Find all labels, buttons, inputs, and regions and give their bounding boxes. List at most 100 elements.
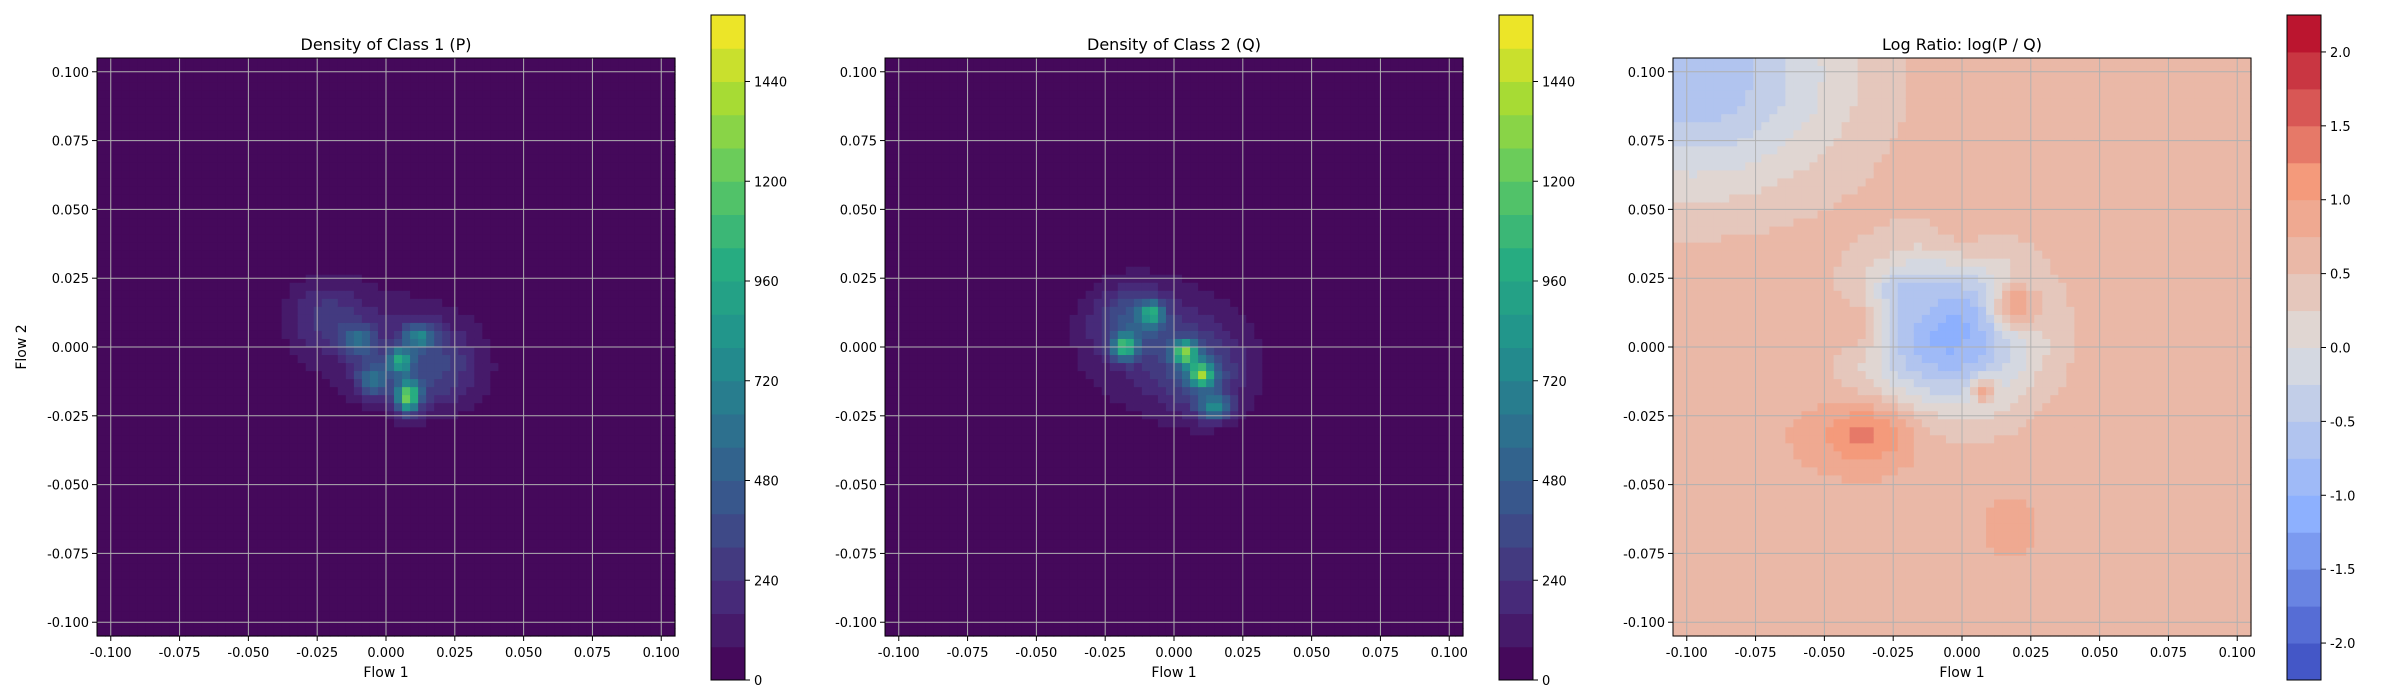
- heatmap-cell: [642, 427, 652, 436]
- heatmap-cell: [337, 154, 347, 163]
- heatmap-cell: [289, 579, 299, 589]
- heatmap-cell: [161, 194, 170, 204]
- heatmap-cell: [386, 306, 395, 316]
- heatmap-cell: [442, 347, 451, 356]
- heatmap-cell: [402, 178, 411, 188]
- heatmap-cell: [562, 274, 572, 284]
- heatmap-cell: [169, 539, 178, 549]
- heatmap-cell: [225, 122, 235, 131]
- heatmap-cell: [474, 491, 483, 501]
- heatmap-cell: [490, 347, 499, 356]
- heatmap-cell: [530, 330, 540, 340]
- heatmap-cell: [642, 363, 652, 372]
- heatmap-cell: [153, 186, 162, 196]
- heatmap-cell: [570, 507, 580, 517]
- heatmap-cell: [145, 507, 154, 517]
- heatmap-cell: [546, 403, 556, 412]
- heatmap-cell: [217, 611, 227, 621]
- heatmap-cell: [233, 314, 243, 324]
- heatmap-cell: [434, 106, 443, 115]
- heatmap-cell: [105, 266, 114, 276]
- heatmap-cell: [394, 146, 403, 155]
- heatmap-cell: [209, 523, 219, 533]
- heatmap-cell: [161, 467, 170, 477]
- heatmap-cell: [329, 162, 339, 171]
- heatmap-cell: [177, 306, 186, 316]
- heatmap-cell: [498, 347, 508, 356]
- heatmap-cell: [498, 395, 508, 404]
- heatmap-cell: [313, 483, 323, 493]
- heatmap-cell: [289, 322, 299, 332]
- heatmap-cell: [105, 491, 114, 501]
- heatmap-cell: [442, 186, 451, 196]
- heatmap-cell: [570, 106, 580, 115]
- heatmap-cell: [546, 58, 556, 67]
- heatmap-cell: [121, 355, 130, 364]
- heatmap-cell: [97, 579, 106, 589]
- heatmap-cell: [97, 467, 106, 477]
- heatmap-cell: [578, 363, 588, 372]
- heatmap-cell: [345, 74, 355, 83]
- heatmap-cell: [305, 475, 315, 485]
- heatmap-cell: [602, 347, 612, 356]
- heatmap-cell: [217, 475, 227, 485]
- heatmap-cell: [618, 595, 628, 605]
- heatmap-cell: [353, 563, 363, 573]
- heatmap-cell: [602, 290, 612, 300]
- heatmap-cell: [514, 314, 524, 324]
- heatmap-cell: [209, 427, 219, 436]
- heatmap-cell: [642, 499, 652, 509]
- heatmap-cell: [113, 170, 122, 180]
- heatmap-cell: [353, 282, 363, 292]
- heatmap-cell: [273, 178, 283, 188]
- heatmap-cell: [217, 587, 227, 597]
- heatmap-cell: [426, 539, 435, 549]
- heatmap-cell: [121, 178, 130, 188]
- heatmap-cell: [482, 186, 491, 196]
- heatmap-cell: [305, 146, 315, 155]
- heatmap-cell: [281, 507, 291, 517]
- heatmap-cell: [386, 74, 395, 83]
- heatmap-cell: [217, 66, 227, 75]
- heatmap-cell: [434, 146, 443, 155]
- heatmap-cell: [434, 467, 443, 477]
- heatmap-cell: [329, 290, 339, 300]
- heatmap-cell: [554, 395, 564, 404]
- heatmap-cell: [602, 427, 612, 436]
- heatmap-cell: [474, 627, 483, 637]
- heatmap-cell: [394, 258, 403, 268]
- heatmap-cell: [426, 347, 435, 356]
- heatmap-cell: [410, 475, 419, 485]
- heatmap-cell: [233, 611, 243, 621]
- heatmap-cell: [586, 515, 596, 525]
- heatmap-cell: [602, 330, 612, 340]
- heatmap-cell: [121, 483, 130, 493]
- heatmap-cell: [522, 282, 532, 292]
- heatmap-cell: [337, 611, 347, 621]
- heatmap-cell: [113, 403, 122, 412]
- heatmap-cell: [402, 571, 411, 581]
- heatmap-cell: [522, 523, 532, 533]
- heatmap-cell: [129, 531, 138, 541]
- heatmap-cell: [121, 611, 130, 621]
- heatmap-cell: [626, 258, 636, 268]
- heatmap-cell: [225, 106, 235, 115]
- heatmap-cell: [209, 355, 219, 364]
- heatmap-cell: [337, 547, 347, 557]
- heatmap-cell: [377, 218, 387, 228]
- heatmap-cell: [634, 98, 644, 107]
- heatmap-cell: [321, 507, 331, 517]
- heatmap-cell: [249, 611, 259, 621]
- heatmap-cell: [297, 186, 307, 196]
- heatmap-cell: [121, 547, 130, 557]
- heatmap-cell: [377, 627, 387, 637]
- heatmap-cell: [169, 347, 178, 356]
- heatmap-cell: [161, 322, 170, 332]
- heatmap-cell: [273, 419, 283, 428]
- heatmap-cell: [273, 186, 283, 196]
- heatmap-cell: [522, 226, 532, 236]
- heatmap-cell: [257, 539, 267, 549]
- heatmap-cell: [329, 194, 339, 204]
- heatmap-cell: [554, 298, 564, 308]
- heatmap-cell: [546, 90, 556, 99]
